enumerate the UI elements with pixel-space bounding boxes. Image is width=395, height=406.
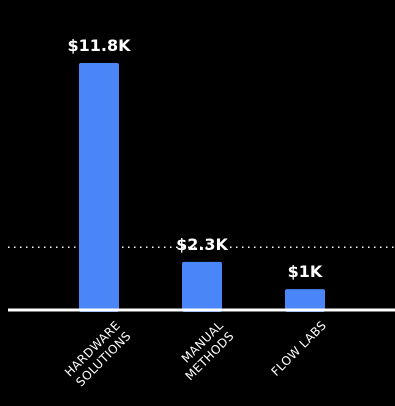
value-label-2: $1K [288,262,323,281]
bar-1 [182,261,222,312]
value-label-1: $2.3K [176,235,228,254]
category-label-line: FLOW LABS [268,318,329,379]
bar-0 [79,63,119,312]
value-labels-group: $11.8K $2.3K $1K [67,36,322,281]
bars-group [79,63,325,312]
category-label-2: FLOW LABS [268,318,329,379]
bar-2 [285,289,325,312]
value-label-0: $11.8K [67,36,131,55]
